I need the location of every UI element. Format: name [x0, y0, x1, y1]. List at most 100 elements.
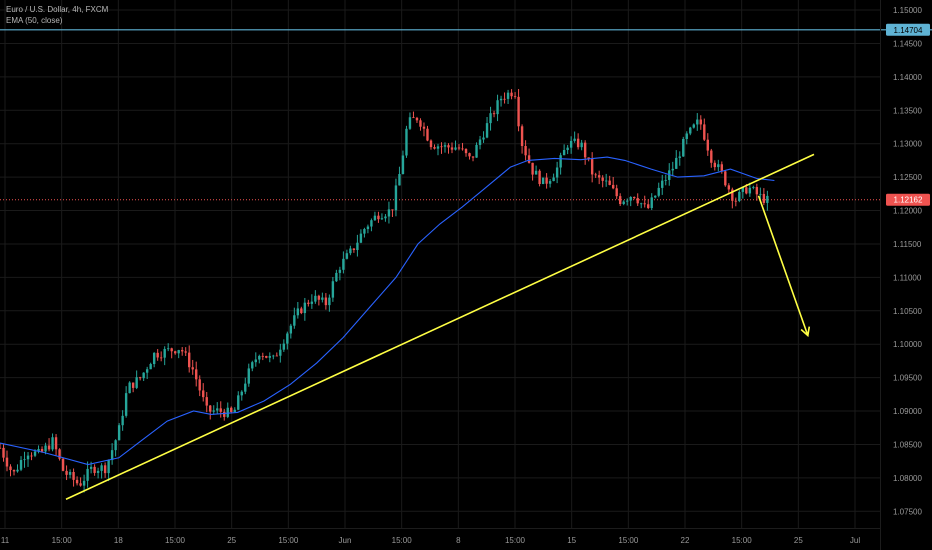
time-tick-label: 15:00 — [52, 536, 73, 545]
candle-body — [19, 460, 23, 470]
candle-body — [475, 144, 478, 158]
candle-body — [633, 196, 636, 199]
candle-body — [2, 447, 5, 458]
candle-body — [720, 164, 724, 172]
trendline[interactable] — [65, 153, 815, 500]
candle-body — [0, 447, 2, 449]
candle-body — [363, 229, 366, 234]
candle-body — [647, 204, 650, 208]
candle-body — [696, 119, 699, 125]
candle-body — [713, 162, 717, 168]
candle-body — [58, 449, 61, 459]
price-badge — [886, 193, 930, 206]
price-tick-label: 1.11000 — [893, 273, 922, 282]
indicator-label[interactable]: EMA (50, close) — [6, 16, 63, 25]
candle-body — [317, 295, 321, 300]
symbol-title[interactable]: Euro / U.S. Dollar, 4h, FXCM — [6, 5, 109, 14]
candle-body — [240, 391, 243, 396]
price-tick-label: 1.07500 — [893, 507, 922, 516]
candle-body — [247, 368, 250, 384]
price-badge-label: 1.12162 — [894, 196, 923, 205]
price-badge-label: 1.14704 — [894, 26, 923, 35]
candle-body — [675, 157, 678, 169]
candle-body — [545, 177, 548, 184]
candle-body — [16, 469, 19, 472]
candle-body — [195, 369, 198, 380]
candle-body — [650, 197, 653, 208]
candle-body — [706, 139, 709, 151]
candle-body — [755, 187, 759, 195]
time-tick-label: Jun — [339, 536, 352, 545]
candle-body — [307, 302, 310, 304]
candle-body — [9, 466, 12, 471]
candle-body — [590, 158, 594, 175]
candle-body — [759, 193, 762, 195]
price-tick-label: 1.14500 — [893, 39, 922, 48]
candle-body — [40, 449, 44, 452]
price-tick-label: 1.08000 — [893, 474, 922, 483]
candle-body — [135, 377, 138, 388]
candle-body — [419, 120, 422, 127]
candle-body — [173, 351, 177, 354]
candle-body — [604, 180, 608, 182]
candle-body — [527, 155, 531, 163]
candle-body — [748, 187, 752, 194]
candle-body — [296, 308, 300, 316]
time-tick-label: 15 — [567, 536, 576, 545]
time-tick-label: 25 — [794, 536, 803, 545]
candle-body — [44, 445, 47, 452]
candle-body — [303, 302, 307, 314]
candle-body — [272, 355, 275, 357]
candle-body — [279, 349, 282, 356]
candle-body — [734, 200, 738, 202]
candle-body — [181, 350, 184, 352]
candle-body — [422, 126, 426, 129]
candle-body — [202, 390, 205, 398]
candle-body — [226, 407, 229, 417]
candle-body — [766, 195, 769, 203]
candle-body — [289, 325, 293, 334]
price-axis[interactable]: 1.15000 1.14500 1.14000 1.13500 1.13000 1.125… — [880, 0, 923, 550]
candle-body — [219, 408, 222, 412]
candle-body — [576, 138, 580, 148]
candle-body — [699, 119, 702, 125]
candle-body — [401, 155, 405, 175]
candle-body — [762, 193, 766, 203]
candle-body — [268, 356, 272, 358]
time-axis[interactable]: 11 15:00 18 15:00 25 15:00 Jun 15:00 8 15:00 15 15:… — [0, 528, 880, 546]
support-trendline[interactable] — [65, 153, 815, 500]
candle-body — [618, 196, 622, 205]
candle-body — [205, 397, 208, 406]
grid — [0, 0, 880, 528]
candle-body — [345, 253, 349, 259]
price-tick-label: 1.10500 — [893, 307, 922, 316]
candle-body — [548, 181, 552, 184]
time-tick-label: 18 — [114, 536, 123, 545]
candle-body — [314, 295, 317, 302]
candle-body — [391, 209, 394, 211]
candle-body — [107, 460, 110, 474]
candle-body — [640, 203, 643, 205]
candle-body — [745, 187, 748, 194]
candle-body — [170, 348, 173, 352]
candle-body — [142, 372, 145, 379]
candle-body — [597, 175, 601, 178]
price-tick-label: 1.09000 — [893, 407, 922, 416]
candle-body — [177, 350, 180, 354]
candle-body — [724, 171, 727, 186]
candle-body — [275, 355, 279, 357]
candle-body — [692, 124, 695, 128]
candles — [0, 89, 769, 493]
candle-body — [643, 203, 646, 205]
candle-body — [254, 359, 257, 363]
candle-body — [731, 189, 734, 201]
candle-body — [338, 269, 342, 273]
candle-body — [415, 117, 419, 121]
candle-body — [636, 198, 639, 204]
projection-arrow[interactable] — [757, 195, 811, 338]
candle-body — [433, 147, 436, 149]
candle-body — [223, 411, 226, 417]
candle-body — [131, 382, 135, 388]
candle-body — [573, 138, 576, 141]
